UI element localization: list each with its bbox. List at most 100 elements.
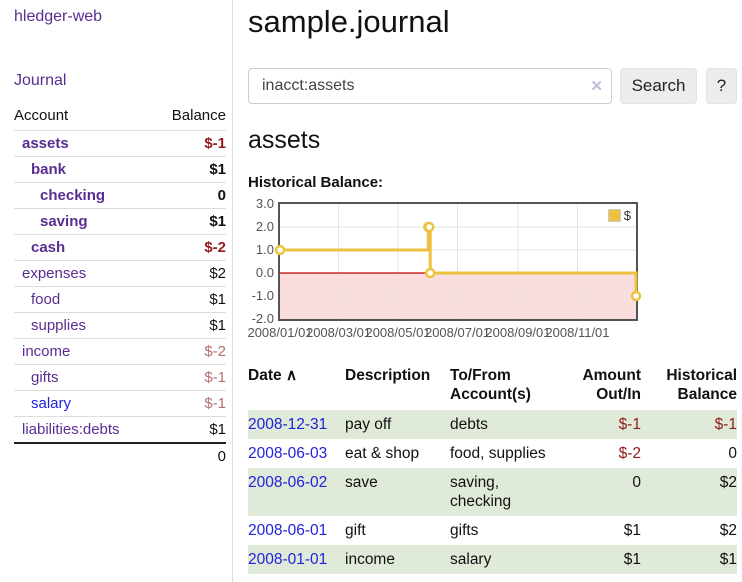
- register-header: Amount Out/In: [582, 367, 641, 403]
- sidebar-account-link[interactable]: income: [22, 343, 71, 360]
- y-axis-tick-label: 0.0: [255, 265, 274, 280]
- page-title: sample.journal: [248, 4, 450, 39]
- x-axis-tick-label: 2008/01/01: [247, 325, 313, 340]
- search-input[interactable]: [248, 68, 612, 104]
- y-axis-tick-label: -2.0: [251, 311, 274, 326]
- sort-ascending-icon: ∧: [281, 367, 298, 384]
- account-row: gifts $-1: [14, 364, 226, 391]
- transaction-amount: 0: [632, 474, 641, 491]
- balance-chart-plot: $: [274, 202, 642, 321]
- x-axis-tick-label: 2008/07/01: [424, 325, 491, 340]
- account-balance: $-1: [154, 130, 226, 157]
- register-table-body: 2008-12-31 pay off debts $-1 $-1 2008-06-03 ea…: [248, 410, 737, 574]
- sidebar-account-link[interactable]: saving: [40, 213, 88, 230]
- chart-legend: $: [606, 208, 632, 223]
- account-balance: $1: [154, 208, 226, 235]
- sidebar-account-link[interactable]: supplies: [31, 317, 87, 334]
- transaction-description: eat & shop: [345, 445, 420, 462]
- legend-swatch-icon: [607, 209, 621, 222]
- legend-label: $: [623, 208, 631, 223]
- account-balance: $-1: [154, 364, 226, 391]
- sidebar-account-link[interactable]: bank: [31, 161, 67, 178]
- register-header: Historical Balance: [666, 367, 737, 403]
- transaction-description: save: [345, 474, 378, 491]
- historical-balance-chart: $ 3.0 2.0 1.0 0.0 -1.0 -2.0 2008/01/01 2008/03/…: [247, 196, 737, 343]
- accounts-total-row: 0: [14, 443, 226, 469]
- account-balance: $-1: [154, 390, 226, 417]
- account-row: liabilities:debts $1: [14, 416, 226, 444]
- y-axis-tick-label: 1.0: [255, 242, 274, 257]
- transaction-description: gift: [345, 522, 366, 539]
- account-balance: 0: [154, 182, 226, 209]
- register-header-date-sort[interactable]: Date ∧: [248, 367, 298, 384]
- account-row: cash $-2: [14, 234, 226, 261]
- balance-chart-svg: [274, 204, 642, 319]
- transaction-amount: $-1: [618, 416, 641, 433]
- transaction-balance: $2: [719, 474, 737, 491]
- transaction-balance: $1: [719, 551, 737, 568]
- accounts-header-balance: Balance: [154, 104, 226, 131]
- transaction-accounts: food, supplies: [450, 445, 546, 462]
- search-input-wrap: ✕: [248, 68, 612, 104]
- account-section-title: assets: [248, 126, 321, 154]
- account-balance: $1: [154, 312, 226, 339]
- transaction-balance: $2: [719, 522, 737, 539]
- account-row: supplies $1: [14, 312, 226, 339]
- account-row: expenses $2: [14, 260, 226, 287]
- account-row: food $1: [14, 286, 226, 313]
- sidebar-account-link[interactable]: salary: [31, 395, 72, 412]
- nav-journal-link[interactable]: Journal: [14, 72, 67, 89]
- x-axis-tick-label: 2008/09/01: [485, 325, 551, 340]
- transaction-amount: $1: [623, 522, 641, 539]
- chart-title: Historical Balance:: [248, 174, 384, 191]
- accounts-total-value: 0: [217, 448, 226, 465]
- transaction-row: 2008-06-03 eat & shop food, supplies $-2 0: [248, 439, 737, 468]
- register-header: To/From Account(s): [450, 367, 531, 403]
- sidebar-account-link[interactable]: liabilities:debts: [22, 421, 120, 438]
- account-row: salary $-1: [14, 390, 226, 417]
- app-home-link[interactable]: hledger-web: [14, 8, 103, 25]
- transaction-date-link[interactable]: 2008-12-31: [248, 416, 328, 433]
- transaction-date-link[interactable]: 2008-06-03: [248, 445, 328, 462]
- account-balance: $-2: [154, 338, 226, 365]
- y-axis-tick-label: 3.0: [255, 196, 274, 211]
- account-row: assets $-1: [14, 130, 226, 157]
- sidebar-account-link[interactable]: assets: [22, 135, 69, 152]
- account-balance: $1: [154, 416, 226, 444]
- sidebar: hledger-web Journal Account Balance asse…: [0, 0, 233, 582]
- register-table: Date ∧ Description To/From Account(s) Amoun…: [248, 364, 737, 574]
- transaction-row: 2008-12-31 pay off debts $-1 $-1: [248, 410, 737, 439]
- account-row: saving $1: [14, 208, 226, 235]
- account-row: checking 0: [14, 182, 226, 209]
- accounts-table: Account Balance assets $-1 bank $1 checking 0…: [14, 104, 226, 469]
- transaction-amount: $1: [623, 551, 641, 568]
- transaction-date-link[interactable]: 2008-06-02: [248, 474, 328, 491]
- transaction-description: income: [345, 551, 395, 568]
- transaction-accounts: salary: [450, 551, 492, 568]
- help-button[interactable]: ?: [706, 68, 737, 104]
- account-balance: $1: [154, 156, 226, 183]
- x-axis-tick-label: 2008/03/01: [305, 325, 372, 340]
- x-axis-tick-label: 2008/05/01: [365, 325, 431, 340]
- sidebar-account-link[interactable]: checking: [40, 187, 106, 204]
- transaction-date-link[interactable]: 2008-01-01: [248, 551, 328, 568]
- transaction-row: 2008-01-01 income salary $1 $1: [248, 545, 737, 574]
- accounts-header-account: Account: [14, 104, 155, 131]
- sidebar-nav: Journal: [14, 72, 226, 90]
- transaction-date-link[interactable]: 2008-06-01: [248, 522, 328, 539]
- sidebar-account-link[interactable]: expenses: [22, 265, 87, 282]
- account-row: income $-2: [14, 338, 226, 365]
- search-bar: ✕ Search ?: [248, 68, 737, 104]
- account-balance: $1: [154, 286, 226, 313]
- clear-search-icon[interactable]: ✕: [590, 78, 603, 95]
- transaction-accounts: saving, checking: [450, 474, 512, 510]
- sidebar-account-link[interactable]: cash: [31, 239, 66, 256]
- register-header: Description: [345, 367, 431, 384]
- transaction-balance: $-1: [714, 416, 737, 433]
- transaction-description: pay off: [345, 416, 392, 433]
- sidebar-account-link[interactable]: gifts: [31, 369, 59, 386]
- search-button[interactable]: Search: [620, 68, 697, 104]
- sidebar-account-link[interactable]: food: [31, 291, 61, 308]
- y-axis-tick-label: 2.0: [255, 219, 274, 234]
- transaction-balance: 0: [728, 445, 737, 462]
